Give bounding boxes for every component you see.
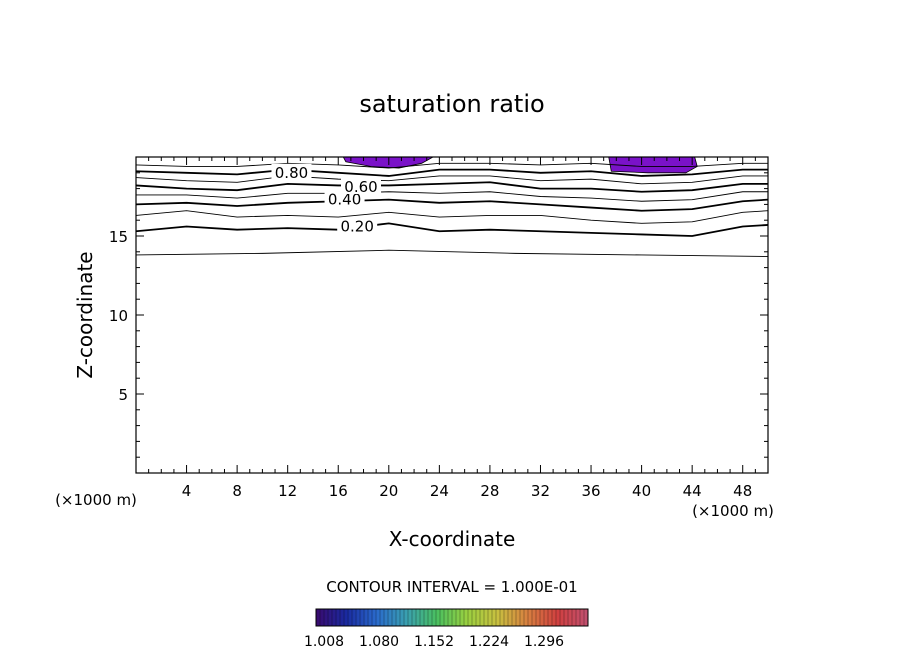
x-tick-label: 8 [232, 482, 242, 500]
x-tick-label: 36 [581, 482, 600, 500]
x-unit-label-left: (×1000 m) [55, 491, 137, 509]
contour-interval-text: CONTOUR INTERVAL = 1.000E-01 [326, 578, 577, 596]
x-tick-label: 20 [379, 482, 398, 500]
x-tick-label: 16 [329, 482, 348, 500]
contour-line-3 [136, 191, 768, 202]
colorbar-tick-label: 1.152 [414, 634, 454, 650]
x-tick-label: 44 [683, 482, 702, 500]
shaded-region-0 [342, 157, 434, 169]
x-tick-label: 4 [182, 482, 192, 500]
contour-label-bg-2 [324, 190, 365, 207]
contour-label-bg-0 [337, 217, 378, 234]
x-tick-label: 32 [531, 482, 550, 500]
colorbar-tick-label: 1.080 [359, 634, 399, 650]
contour-label-2: 0.40 [328, 191, 361, 209]
contour-line-0 [136, 222, 768, 237]
colorbar-tick-label: 1.008 [304, 634, 344, 650]
contour-label-bg-6 [271, 163, 312, 180]
x-tick-label: 12 [278, 482, 297, 500]
colorbar-frame [315, 608, 589, 627]
x-tick-label: 28 [480, 482, 499, 500]
contour-line-8 [136, 249, 768, 257]
x-tick-label: 24 [430, 482, 449, 500]
shaded-region-1 [608, 157, 698, 174]
contour-line-4 [136, 181, 768, 193]
contour-label-4: 0.60 [344, 178, 377, 196]
y-tick-label: 15 [109, 228, 128, 246]
contour-label-6: 0.80 [275, 164, 308, 182]
contour-line-1 [136, 210, 768, 224]
contour-label-bg-4 [340, 178, 381, 195]
colorbar: 1.008 1.080 1.152 1.224 1.296 [304, 608, 589, 650]
colorbar-tick-label: 1.296 [524, 634, 564, 650]
contour-line-7 [136, 162, 768, 169]
x-unit-label-right: (×1000 m) [692, 502, 774, 520]
contour-label-0: 0.20 [340, 218, 373, 236]
plot-frame [135, 156, 769, 474]
y-tick-label: 10 [109, 307, 128, 325]
x-tick-label: 40 [632, 482, 651, 500]
y-tick-label: 5 [118, 386, 128, 404]
contour-line-2 [136, 198, 768, 212]
x-axis-label: X-coordinate [389, 527, 516, 551]
colorbar-tick-label: 1.224 [469, 634, 509, 650]
contour-line-5 [136, 175, 768, 185]
chart-title: saturation ratio [359, 90, 544, 118]
y-axis-label: Z-coordinate [73, 251, 97, 378]
contour-line-6 [136, 168, 768, 177]
x-tick-label: 48 [733, 482, 752, 500]
